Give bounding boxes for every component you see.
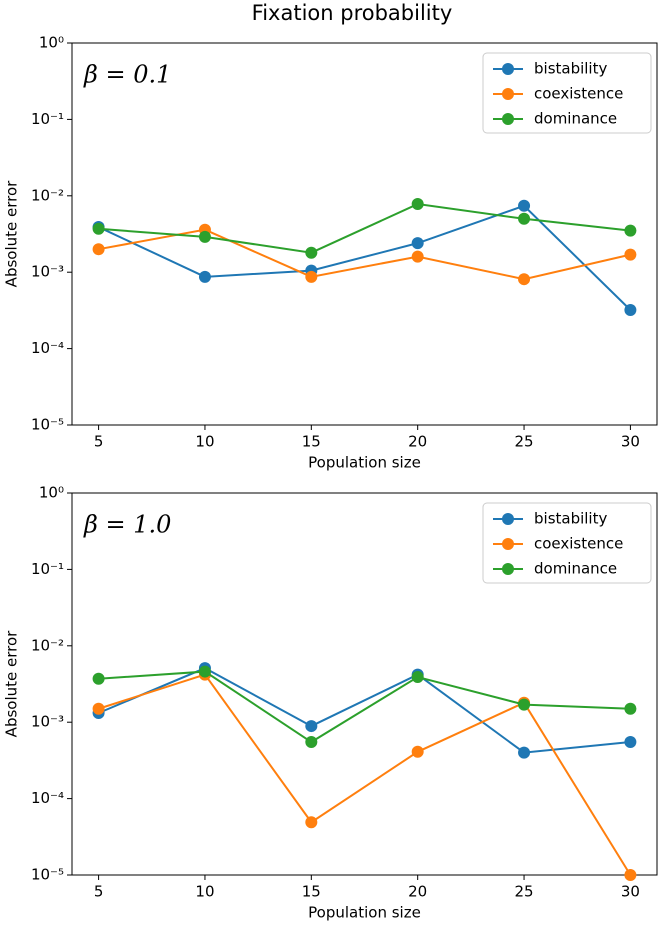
data-point xyxy=(624,224,637,237)
data-point xyxy=(198,270,211,283)
data-point xyxy=(518,698,531,711)
x-tick-label: 10 xyxy=(195,883,214,901)
series-line xyxy=(98,228,631,281)
y-tick-label: 10⁻⁵ xyxy=(31,866,64,884)
data-point xyxy=(305,736,318,749)
y-tick-label: 10⁰ xyxy=(39,34,64,52)
y-tick-label: 10⁻⁴ xyxy=(31,339,64,357)
legend-label: dominance xyxy=(534,560,617,578)
x-tick-label: 5 xyxy=(94,433,104,451)
legend-box xyxy=(482,502,652,584)
y-tick-label: 10⁰ xyxy=(39,484,64,502)
y-tick-label: 10⁻² xyxy=(31,636,64,654)
x-tick-label: 30 xyxy=(621,883,640,901)
data-point xyxy=(92,243,105,256)
data-point xyxy=(411,671,424,684)
legend-box xyxy=(482,52,652,134)
annotation: β = 1.0 xyxy=(83,511,171,539)
data-point xyxy=(411,745,424,758)
data-point xyxy=(411,198,424,211)
data-point xyxy=(92,672,105,685)
x-tick-label: 15 xyxy=(302,433,321,451)
data-point xyxy=(198,665,211,678)
x-tick-label: 30 xyxy=(621,433,640,451)
y-tick-label: 10⁻³ xyxy=(31,263,64,281)
y-axis-label: Absolute error xyxy=(3,630,21,737)
y-axis-label: Absolute error xyxy=(3,180,21,287)
x-tick-label: 20 xyxy=(408,433,427,451)
data-point xyxy=(305,246,318,259)
data-point xyxy=(411,237,424,250)
data-point xyxy=(624,736,637,749)
annotation: β = 0.1 xyxy=(83,61,171,89)
x-axis-label: Population size xyxy=(308,454,421,472)
x-tick-label: 25 xyxy=(514,883,533,901)
x-tick-label: 15 xyxy=(302,883,321,901)
data-point xyxy=(624,248,637,261)
y-tick-label: 10⁻¹ xyxy=(31,560,64,578)
x-tick-label: 20 xyxy=(408,883,427,901)
legend-label: bistability xyxy=(534,60,607,78)
legend-label: coexistence xyxy=(534,535,623,553)
data-point xyxy=(305,720,318,733)
y-tick-label: 10⁻² xyxy=(31,186,64,204)
legend-label: bistability xyxy=(534,510,607,528)
data-point xyxy=(305,270,318,283)
y-tick-label: 10⁻⁴ xyxy=(31,789,64,807)
data-point xyxy=(198,230,211,243)
data-point xyxy=(624,702,637,715)
x-tick-label: 5 xyxy=(94,883,104,901)
legend-marker xyxy=(502,538,514,550)
x-axis-label: Population size xyxy=(308,904,421,922)
legend-marker xyxy=(502,63,514,75)
series-line xyxy=(98,673,632,876)
series-line xyxy=(98,670,631,744)
axes-frame xyxy=(71,42,658,426)
figure-title: Fixation probability xyxy=(252,1,453,25)
data-point xyxy=(518,273,531,286)
data-point xyxy=(411,250,424,263)
y-tick-label: 10⁻³ xyxy=(31,713,64,731)
legend-marker xyxy=(502,88,514,100)
x-tick-label: 10 xyxy=(195,433,214,451)
data-point xyxy=(624,304,637,317)
data-point xyxy=(518,212,531,225)
data-point xyxy=(92,222,105,235)
y-tick-label: 10⁻¹ xyxy=(31,110,64,128)
series-line xyxy=(98,203,631,254)
y-tick-label: 10⁻⁵ xyxy=(31,416,64,434)
legend-marker xyxy=(502,113,514,125)
x-tick-label: 25 xyxy=(514,433,533,451)
legend-label: coexistence xyxy=(534,85,623,103)
series-line xyxy=(98,204,632,311)
data-point xyxy=(518,746,531,759)
data-point xyxy=(305,816,318,829)
legend-marker xyxy=(502,513,514,525)
data-point xyxy=(518,199,531,212)
legend-label: dominance xyxy=(534,110,617,128)
data-point xyxy=(624,869,637,881)
axes-frame xyxy=(71,492,658,876)
data-point xyxy=(92,702,105,715)
legend-marker xyxy=(502,563,514,575)
series-line xyxy=(98,667,631,754)
